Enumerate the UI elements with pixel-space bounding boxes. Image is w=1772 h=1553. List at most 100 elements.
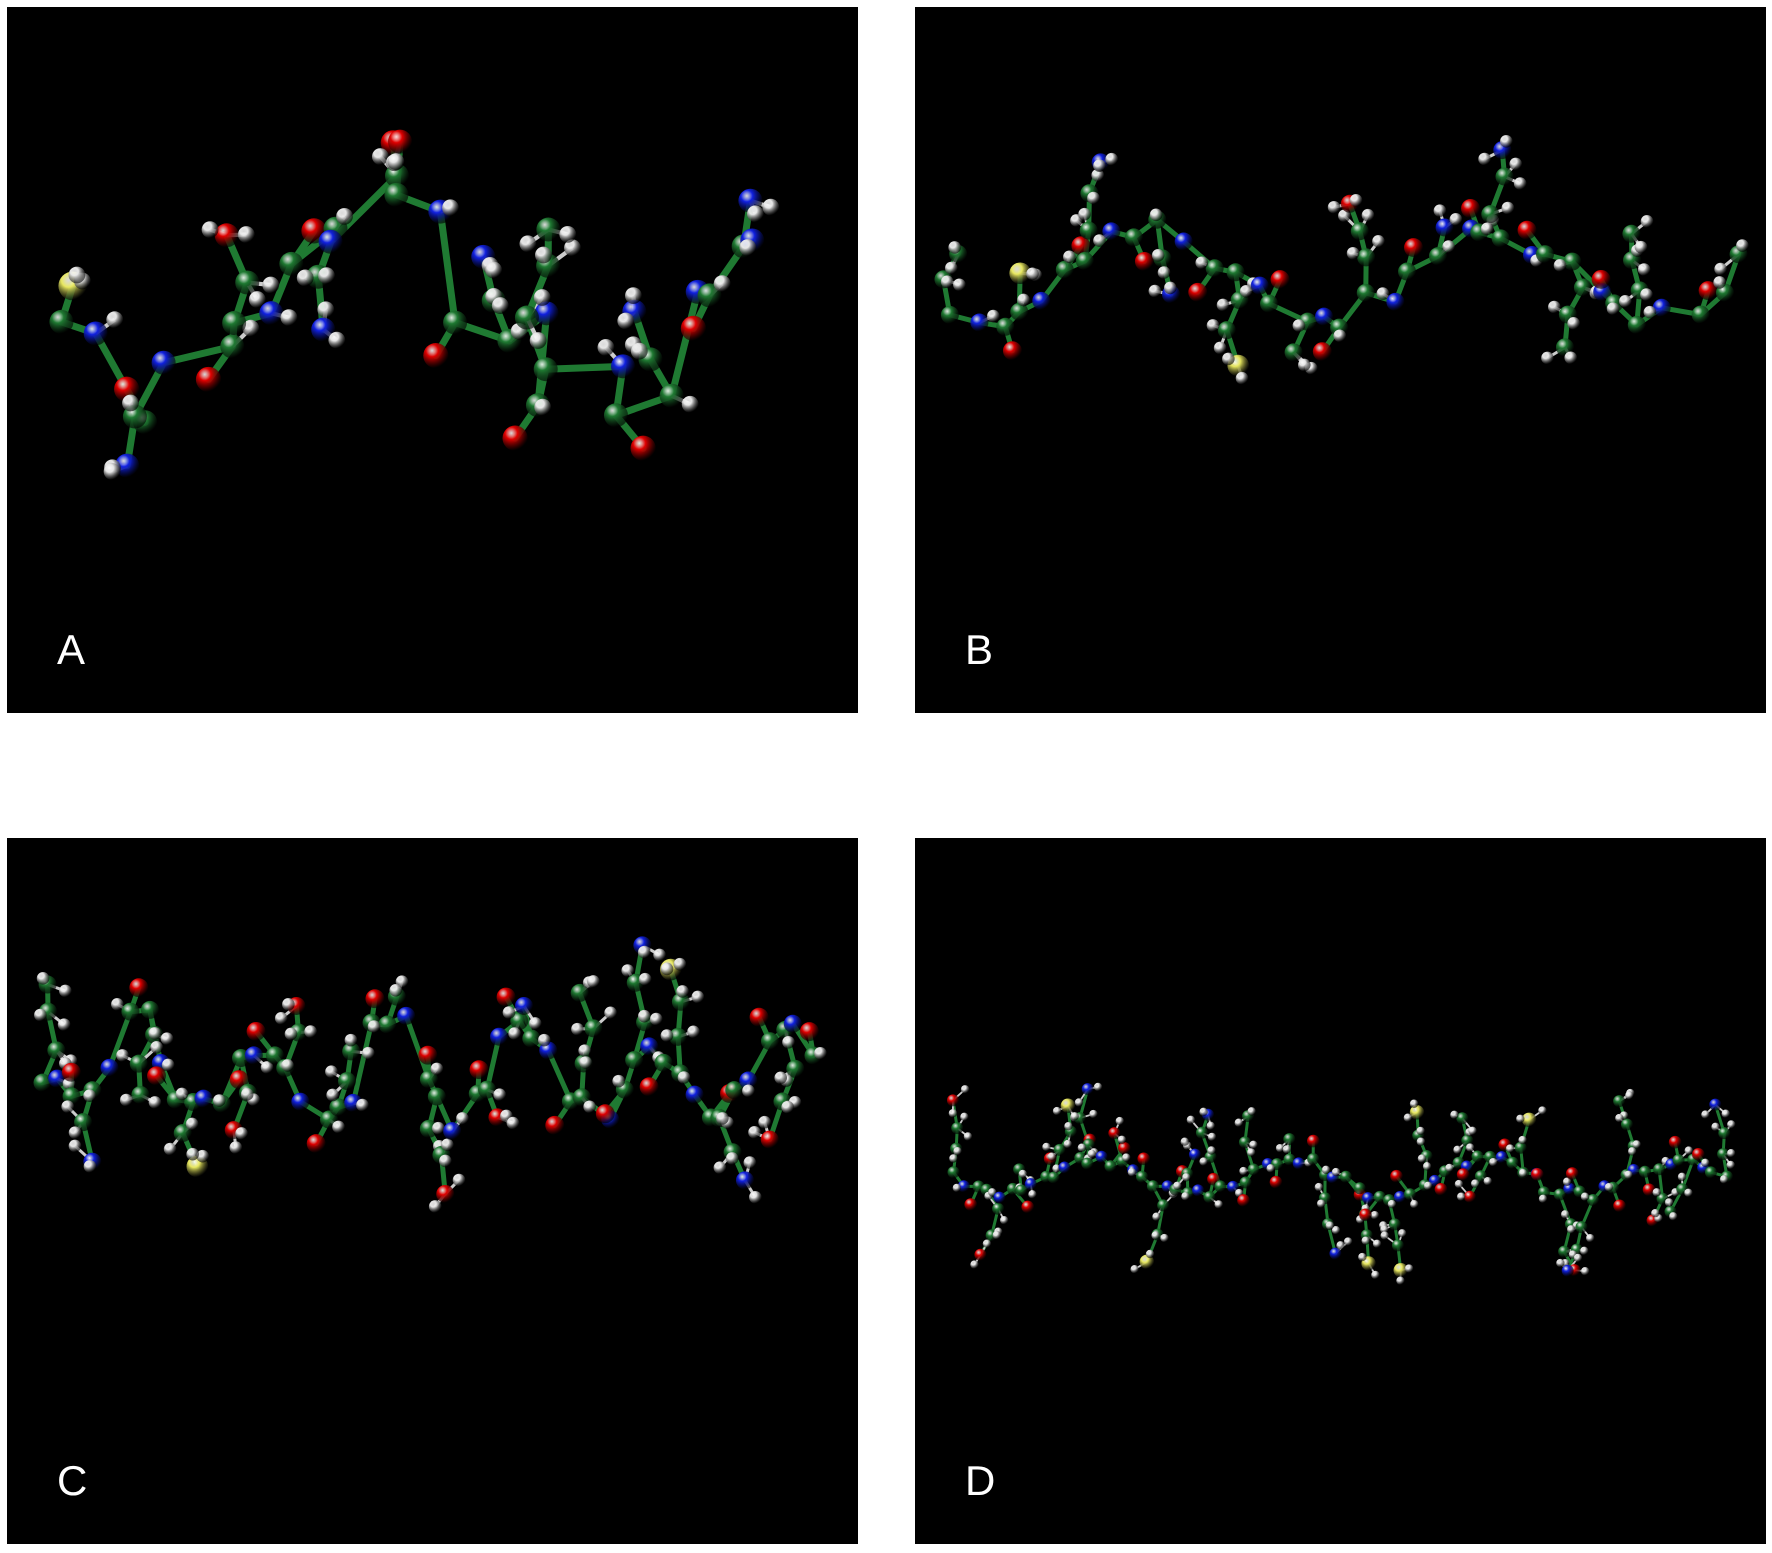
atom-h xyxy=(1331,1226,1341,1235)
atom-n xyxy=(151,350,176,375)
atom-h xyxy=(83,1160,97,1173)
atom-n xyxy=(610,354,635,379)
atom-c xyxy=(522,1029,541,1048)
atom-h xyxy=(1580,1192,1590,1201)
atom-c xyxy=(536,217,561,242)
atom-h xyxy=(1358,1252,1367,1262)
atom-group xyxy=(934,135,1749,385)
atom-h xyxy=(1371,1270,1380,1280)
atom-h xyxy=(743,1156,757,1169)
atom-h xyxy=(677,1071,691,1084)
atom-h xyxy=(1547,300,1561,314)
atom-c xyxy=(279,251,304,276)
atom-c xyxy=(1307,1153,1320,1166)
atom-h xyxy=(653,948,666,962)
atom-c xyxy=(1136,1170,1149,1183)
atom-o xyxy=(1390,1169,1403,1183)
atom-h xyxy=(1651,1208,1660,1218)
atom-h xyxy=(617,312,635,330)
atom-h xyxy=(1370,1210,1380,1220)
atom-h xyxy=(1573,1253,1583,1263)
atom-h xyxy=(1664,1198,1674,1207)
atom-c xyxy=(49,309,74,334)
atom-h xyxy=(1433,204,1447,218)
atom-h xyxy=(274,1012,288,1025)
atom-h xyxy=(282,998,295,1011)
atom-c xyxy=(222,311,247,336)
atom-h xyxy=(59,984,72,998)
atom-h xyxy=(1634,240,1648,254)
atom-h xyxy=(68,1139,82,1153)
atom-c xyxy=(659,383,684,408)
atom-c xyxy=(337,1072,356,1091)
atom-o xyxy=(1021,1200,1035,1214)
atom-s xyxy=(1009,262,1031,285)
atom-h xyxy=(212,1094,226,1107)
atom-o xyxy=(1591,269,1611,289)
atom-o xyxy=(1270,270,1290,290)
atom-c xyxy=(1260,294,1279,313)
atom-h xyxy=(1726,1149,1736,1158)
atom-h xyxy=(1151,248,1165,262)
atom-h xyxy=(371,148,389,165)
atom-c xyxy=(1391,1239,1404,1252)
atom-n xyxy=(1393,1190,1406,1203)
atom-h xyxy=(163,1142,177,1156)
atom-o xyxy=(1530,1168,1544,1181)
atom-c xyxy=(1573,278,1592,297)
atom-h xyxy=(612,1074,625,1088)
atom-h xyxy=(1499,135,1513,148)
atom-h xyxy=(519,235,537,253)
atom-c xyxy=(1672,1154,1685,1167)
atom-h xyxy=(1701,1158,1710,1167)
atom-h xyxy=(716,1112,729,1125)
atom-c xyxy=(384,182,409,207)
atom-h xyxy=(262,276,280,294)
atom-h xyxy=(1556,1258,1565,1268)
atom-h xyxy=(1553,259,1567,272)
atom-n xyxy=(83,321,108,346)
atom-n xyxy=(100,1058,119,1077)
atom-c xyxy=(47,1041,66,1060)
bond-group xyxy=(940,140,1744,379)
atom-c xyxy=(654,1053,673,1072)
atom-h xyxy=(814,1046,827,1060)
atom-h xyxy=(432,1121,445,1135)
atom-c xyxy=(1536,245,1555,264)
atom-h xyxy=(1157,266,1171,279)
atom-c xyxy=(1010,302,1029,321)
atom-c xyxy=(1575,1221,1588,1234)
atom-h xyxy=(960,1085,970,1094)
atom-h xyxy=(1325,1221,1335,1230)
atom-h xyxy=(944,261,958,275)
atom-c xyxy=(669,1027,688,1046)
atom-h xyxy=(148,1027,162,1040)
atom-h xyxy=(1173,1181,1182,1190)
atom-h xyxy=(441,1138,454,1152)
atom-h xyxy=(1216,298,1230,312)
atom-c xyxy=(951,1122,964,1135)
atom-h xyxy=(122,394,139,412)
atom-c xyxy=(33,1073,52,1092)
atom-h xyxy=(356,1098,369,1112)
atom-h xyxy=(103,463,121,480)
atom-o xyxy=(749,1007,769,1027)
atom-o xyxy=(964,1198,978,1211)
atom-o xyxy=(1359,1208,1372,1222)
atom-o xyxy=(418,1045,438,1065)
atom-h xyxy=(68,1126,82,1139)
atom-s xyxy=(1521,1112,1537,1127)
atom-h xyxy=(587,975,600,988)
atom-n xyxy=(1095,1150,1108,1163)
atom-n xyxy=(1188,1148,1201,1161)
atom-h xyxy=(960,1112,969,1122)
atom-n xyxy=(1329,1247,1342,1260)
atom-c xyxy=(74,1113,93,1132)
atom-h xyxy=(742,1084,755,1098)
atom-h xyxy=(537,1033,551,1047)
atom-h xyxy=(201,221,219,239)
atom-n xyxy=(443,1122,462,1141)
atom-n xyxy=(640,1037,659,1056)
atom-h xyxy=(1560,1210,1570,1219)
atom-o xyxy=(306,1134,326,1153)
